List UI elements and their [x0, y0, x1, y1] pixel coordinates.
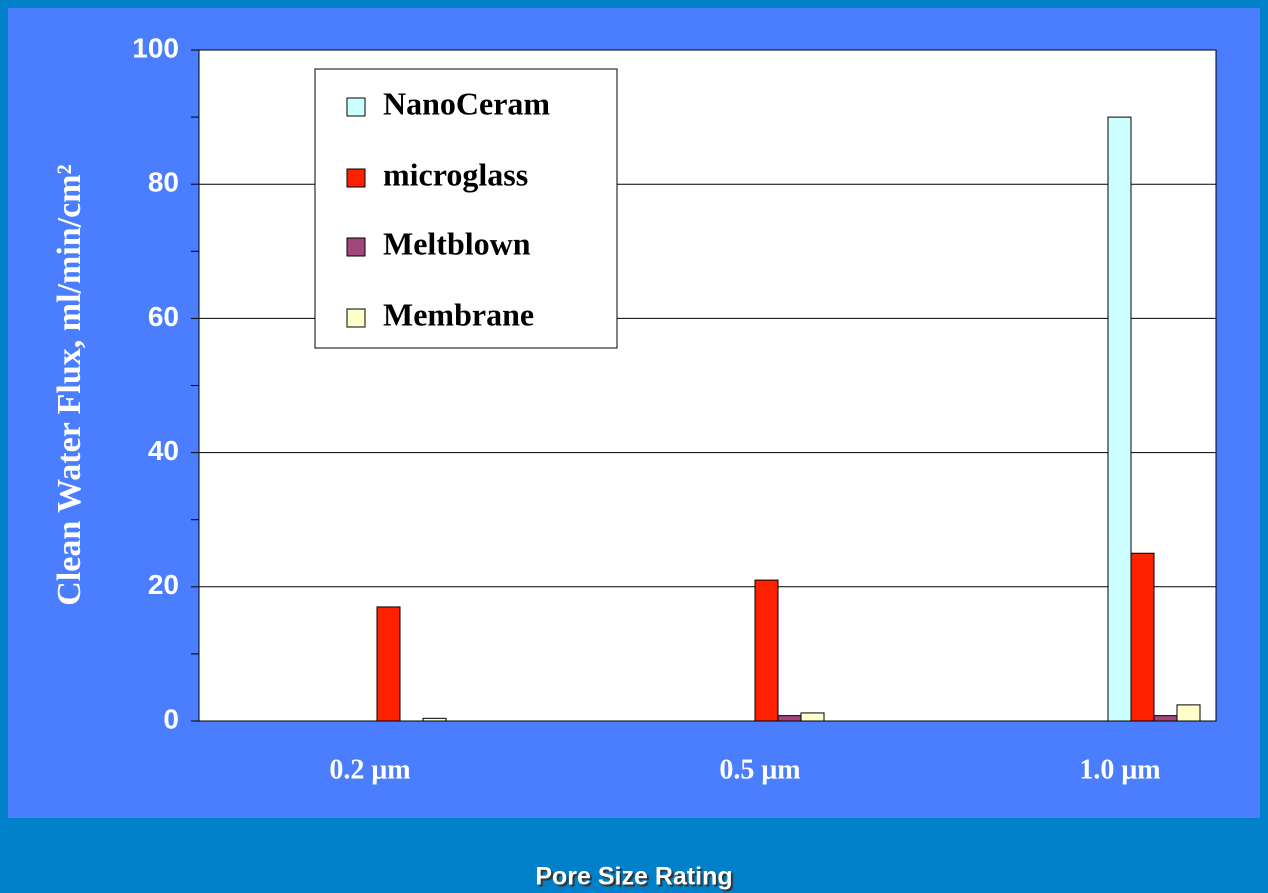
- x-tick-label: 1.0 μm: [1079, 754, 1160, 785]
- bar: [1107, 116, 1132, 722]
- y-tick-label: 60: [148, 301, 179, 332]
- bar: [1130, 552, 1155, 722]
- x-axis-title: Pore Size Rating: [535, 863, 732, 891]
- bar: [1176, 704, 1201, 722]
- bar: [376, 606, 401, 722]
- bar: [777, 715, 802, 722]
- legend-swatch: [346, 308, 366, 328]
- y-tick-label: 100: [132, 32, 179, 63]
- legend-swatch: [346, 168, 366, 188]
- y-tick-label: 80: [148, 167, 179, 198]
- legend-label: NanoCeram: [383, 85, 550, 121]
- bar: [800, 712, 825, 722]
- x-tick-label: 0.5 μm: [719, 754, 800, 785]
- legend-swatch: [346, 237, 366, 257]
- bar: [754, 579, 779, 722]
- y-tick-label: 20: [148, 569, 179, 600]
- legend-label: microglass: [383, 156, 528, 192]
- bar: [1153, 715, 1178, 722]
- y-tick-label: 40: [148, 435, 179, 466]
- y-tick-label: 0: [163, 703, 179, 734]
- y-axis-title: Clean Water Flux, ml/min/cm²: [51, 164, 88, 605]
- legend-label: Meltblown: [383, 225, 531, 261]
- x-tick-label: 0.2 μm: [329, 754, 410, 785]
- legend-label: Membrane: [383, 296, 534, 332]
- legend-swatch: [346, 97, 366, 117]
